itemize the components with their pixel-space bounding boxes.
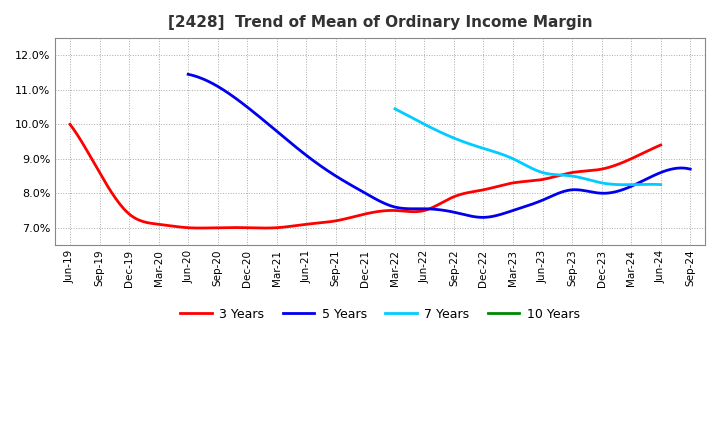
- 7 Years: [553, 172, 562, 177]
- 7 Years: [657, 182, 665, 187]
- 7 Years: [390, 106, 399, 111]
- 3 Years: [68, 125, 76, 130]
- 7 Years: [392, 106, 400, 112]
- 5 Years: [641, 177, 649, 183]
- 5 Years: [482, 215, 491, 220]
- 5 Years: [686, 166, 695, 172]
- 5 Years: [477, 215, 486, 220]
- 7 Years: [615, 182, 624, 187]
- 3 Years: [261, 225, 270, 231]
- 3 Years: [603, 165, 612, 170]
- 7 Years: [632, 182, 641, 187]
- Legend: 3 Years, 5 Years, 7 Years, 10 Years: 3 Years, 5 Years, 7 Years, 10 Years: [176, 303, 585, 326]
- Title: [2428]  Trend of Mean of Ordinary Income Margin: [2428] Trend of Mean of Ordinary Income …: [168, 15, 593, 30]
- Line: 7 Years: 7 Years: [395, 109, 661, 185]
- 5 Years: [608, 190, 617, 195]
- 5 Years: [186, 72, 194, 77]
- 7 Years: [549, 172, 557, 177]
- 5 Years: [485, 214, 493, 220]
- 3 Years: [657, 142, 665, 147]
- Line: 5 Years: 5 Years: [188, 74, 690, 217]
- 3 Years: [565, 170, 574, 176]
- 3 Years: [429, 205, 438, 210]
- 3 Years: [418, 209, 426, 214]
- 5 Years: [184, 72, 192, 77]
- 3 Years: [419, 208, 428, 213]
- 7 Years: [620, 182, 629, 187]
- Line: 3 Years: 3 Years: [70, 124, 661, 228]
- 3 Years: [66, 121, 74, 127]
- 7 Years: [548, 172, 557, 177]
- 5 Years: [492, 213, 501, 218]
